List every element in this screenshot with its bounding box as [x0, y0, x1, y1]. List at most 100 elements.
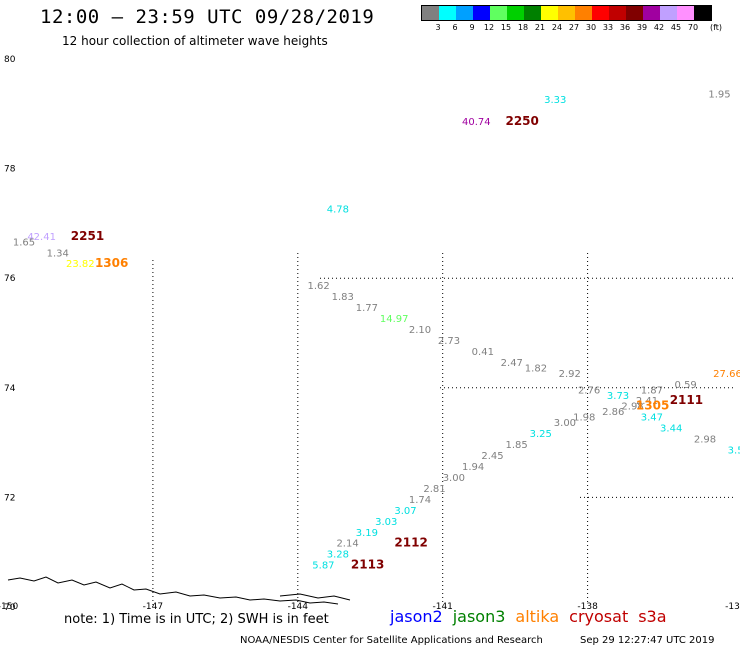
wave-height-label: 1.94: [462, 462, 484, 473]
legend-swatch: [643, 6, 660, 20]
legend-label: 15: [500, 23, 512, 32]
time-label: 1306: [95, 256, 128, 270]
time-label: 2251: [71, 229, 104, 243]
wave-height-label: 23.82: [66, 259, 95, 270]
longitude-label: -141: [432, 602, 452, 612]
legend-label: 70: [687, 23, 699, 32]
credit-line: NOAA/NESDIS Center for Satellite Applica…: [240, 635, 543, 646]
wave-height-label: 1.98: [573, 413, 595, 424]
legend-label: 6: [452, 23, 458, 32]
latitude-label: 74: [4, 384, 16, 394]
wave-height-label: 0.59: [675, 380, 697, 391]
wave-height-label: 1.95: [708, 89, 730, 100]
wave-height-label: 2.86: [602, 407, 624, 418]
legend-swatch: [609, 6, 626, 20]
generation-timestamp: Sep 29 12:27:47 UTC 2019: [580, 635, 715, 646]
satellite-cryosat: cryosat: [569, 607, 629, 626]
time-label: 1305: [636, 399, 669, 413]
legend-label: 3: [435, 23, 441, 32]
latitude-label: 78: [4, 165, 16, 175]
longitude-label: -150: [0, 602, 18, 612]
wave-height-label: 1.82: [525, 363, 547, 374]
map-subtitle: 12 hour collection of altimeter wave hei…: [62, 34, 328, 48]
wave-height-label: 1.87: [641, 385, 663, 396]
legend-swatch: [694, 6, 711, 20]
wave-height-label: 1.77: [356, 303, 378, 314]
longitude-label: -144: [288, 602, 309, 612]
wave-height-label: 5.87: [312, 561, 334, 572]
legend-label: 18: [517, 23, 529, 32]
legend-swatch: [592, 6, 609, 20]
legend-swatch: [524, 6, 541, 20]
legend-swatch: [626, 6, 643, 20]
coastline: [7, 576, 339, 605]
wave-height-label: 2.98: [621, 402, 643, 413]
map-title: 12:00 – 23:59 UTC 09/28/2019: [40, 6, 375, 28]
wave-height-label: 1.62: [307, 281, 329, 292]
wave-height-label: 1.34: [47, 248, 69, 259]
wave-height-label: 3.00: [443, 473, 465, 484]
wave-height-label: 2.98: [694, 435, 716, 446]
legend-swatch: [507, 6, 524, 20]
legend-label: 27: [568, 23, 580, 32]
wave-height-label: 3.03: [375, 517, 397, 528]
legend-label: 12: [483, 23, 495, 32]
satellite-altika: altika: [515, 607, 560, 626]
longitude-label: -138: [577, 602, 598, 612]
longitude-label: -147: [143, 602, 163, 612]
legend-label: 39: [636, 23, 648, 32]
legend-label: 45: [670, 23, 682, 32]
legend-label: 21: [534, 23, 546, 32]
satellite-jason2: jason2: [390, 607, 443, 626]
legend-swatch: [541, 6, 558, 20]
legend-swatch: [422, 6, 439, 20]
wave-height-label: 3.00: [554, 418, 576, 429]
legend-label: 24: [551, 23, 563, 32]
wave-height-color-legend: 3 6 9 12 15 18 21 24 27 30 33 36 39 42 45 70 (ft): [421, 5, 722, 33]
footer-note: note: 1) Time is in UTC; 2) SWH is in fe…: [64, 612, 329, 627]
legend-swatch: [456, 6, 473, 20]
satellite-legend: jason2 jason3 altika cryosat s3a: [390, 607, 667, 626]
satellite-jason3: jason3: [452, 607, 506, 626]
legend-label: 30: [585, 23, 597, 32]
time-label: 2250: [505, 114, 538, 128]
wave-height-label: 2.92: [559, 369, 581, 380]
wave-height-label: 2.14: [336, 539, 358, 550]
legend-label: 36: [619, 23, 631, 32]
wave-height-label: 27.66: [713, 369, 740, 380]
legend-swatch: [473, 6, 490, 20]
coastline-islands: [279, 593, 351, 601]
wave-height-label: 3.44: [660, 424, 682, 435]
time-label: 2113: [351, 558, 384, 572]
wave-height-label: 3.07: [394, 506, 416, 517]
legend-swatch: [660, 6, 677, 20]
time-label: 2112: [394, 536, 427, 550]
legend-swatches: [421, 5, 712, 21]
longitude-label: -13: [725, 602, 740, 612]
legend-swatch: [575, 6, 592, 20]
wave-height-label: 1.65: [13, 237, 35, 248]
legend-swatch: [677, 6, 694, 20]
wave-height-label: 40.74: [462, 117, 491, 128]
wave-height-label: 2.76: [578, 385, 600, 396]
wave-height-label: 0.41: [472, 347, 494, 358]
legend-swatch: [490, 6, 507, 20]
wave-height-label: 2.41: [636, 396, 658, 407]
wave-height-label: 3.25: [530, 429, 552, 440]
wave-height-label: 2.10: [409, 325, 431, 336]
legend-swatch: [439, 6, 456, 20]
legend-label: 42: [653, 23, 665, 32]
wave-height-label: 2.45: [481, 451, 503, 462]
latitude-label: 72: [4, 493, 15, 503]
satellite-s3a: s3a: [638, 607, 667, 626]
legend-labels: 3 6 9 12 15 18 21 24 27 30 33 36 39 42 45 70 (ft): [421, 21, 722, 33]
wave-height-label: 3.33: [544, 95, 566, 106]
wave-height-label: 3.52: [728, 446, 740, 457]
legend-swatch: [558, 6, 575, 20]
wave-height-label: 3.19: [356, 528, 378, 539]
wave-height-label: 3.73: [607, 391, 629, 402]
wave-height-label: 3.28: [327, 550, 349, 561]
latitude-label: 70: [4, 603, 16, 613]
wave-height-label: 3.47: [641, 413, 663, 424]
